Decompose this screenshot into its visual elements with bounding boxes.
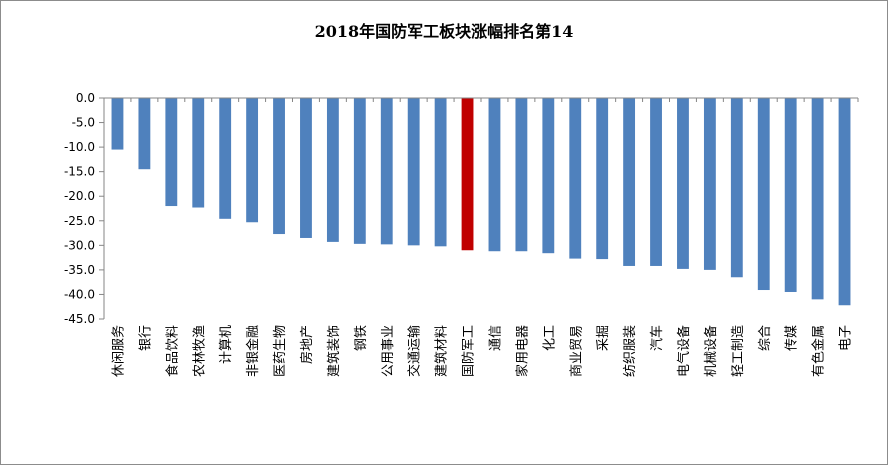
bar — [703, 98, 716, 270]
y-tick-label: 0.0 — [76, 91, 95, 105]
bar — [569, 98, 582, 259]
x-tick-label: 化工 — [542, 325, 557, 351]
bar — [677, 98, 689, 269]
bar — [650, 98, 662, 266]
y-tick-label: -30.0 — [64, 238, 95, 252]
x-tick-label: 计算机 — [219, 325, 234, 364]
bar — [219, 98, 232, 219]
y-tick-label: -45.0 — [64, 312, 95, 326]
x-tick-label: 食品饮料 — [164, 325, 180, 377]
x-tick-label: 电子 — [839, 325, 854, 351]
y-tick-label: -40.0 — [64, 287, 95, 301]
bar — [165, 98, 178, 207]
bar — [757, 98, 770, 291]
bar — [273, 98, 285, 235]
bar — [542, 98, 555, 254]
bar — [138, 98, 151, 170]
bar — [111, 98, 124, 150]
x-tick-label: 房地产 — [299, 325, 315, 364]
x-tick-label: 综合 — [758, 325, 773, 351]
x-tick-label: 钢铁 — [354, 325, 369, 351]
x-tick-label: 商业贸易 — [569, 325, 584, 377]
bar — [488, 98, 501, 252]
x-tick-label: 家用电器 — [514, 325, 530, 377]
y-axis: 0.0 -5.0 -10.0 -15.0 -20.0 -25.0 -30.0 -35.0 -40… — [64, 91, 105, 326]
bar — [353, 98, 366, 244]
x-tick-label: 建筑材料 — [434, 325, 450, 377]
bar — [326, 98, 339, 242]
x-tick-label: 公用事业 — [381, 325, 396, 377]
x-tick-label: 交通运输 — [407, 325, 423, 377]
x-tick-label: 汽车 — [649, 325, 665, 351]
x-tick-label: 国防军工 — [461, 325, 477, 377]
x-tick-label: 采掘 — [596, 325, 611, 351]
x-tick-label: 纺织服装 — [623, 325, 638, 377]
bar — [730, 98, 743, 278]
bar — [300, 98, 312, 238]
x-tick-label: 电气设备 — [676, 325, 692, 377]
x-tick-label: 建筑装饰 — [326, 325, 342, 377]
bar — [784, 98, 797, 292]
y-tick-label: -15.0 — [64, 165, 95, 179]
x-tick-label: 有色金属 — [811, 325, 827, 377]
bar — [434, 98, 447, 247]
bar — [380, 98, 393, 245]
bar — [515, 98, 528, 252]
x-tick-label: 传媒 — [785, 325, 800, 351]
x-axis — [103, 97, 859, 102]
y-tick-label: -5.0 — [72, 116, 95, 130]
bar — [811, 98, 824, 300]
x-tick-label: 银行 — [138, 325, 153, 351]
x-tick-label: 非银金融 — [245, 325, 261, 377]
bars — [111, 98, 851, 306]
bar — [461, 98, 474, 251]
bar — [596, 98, 609, 260]
y-tick-label: -20.0 — [64, 189, 95, 203]
x-tick-label: 农林牧渔 — [192, 325, 207, 377]
x-tick-label: 通信 — [488, 325, 503, 351]
y-tick-label: -35.0 — [64, 263, 95, 277]
category-labels: 休闲服务 银行 食品饮料 农林牧渔 计算机 非银金融 医药生物 房地产 建筑装饰 钢铁 公用事业 交通… — [110, 325, 853, 377]
y-tick-label: -25.0 — [64, 214, 95, 228]
bar — [838, 98, 851, 306]
bar — [623, 98, 636, 266]
x-tick-label: 医药生物 — [273, 325, 288, 377]
y-tick-label: -10.0 — [64, 140, 95, 154]
bar — [192, 98, 205, 208]
bar — [246, 98, 259, 223]
chart-title: 2018年国防军工板块涨幅排名第14 — [314, 22, 574, 41]
x-tick-label: 机械设备 — [703, 325, 719, 377]
x-tick-label: 轻工制造 — [731, 325, 746, 377]
bar — [407, 98, 420, 246]
x-tick-label: 休闲服务 — [110, 325, 126, 377]
